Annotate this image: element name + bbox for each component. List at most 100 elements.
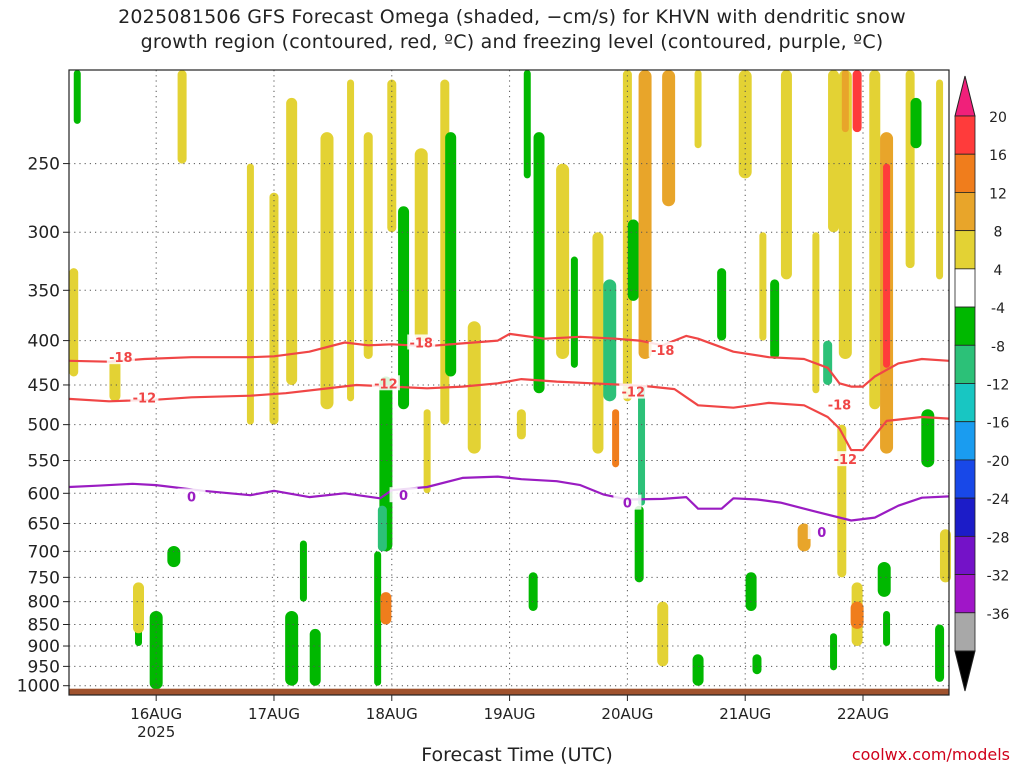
omega-patch: [374, 551, 382, 686]
temperature-contour: [68, 332, 950, 388]
contour-label: 0: [817, 526, 826, 541]
plot-frame: [68, 69, 950, 696]
colorbar-label: -16: [987, 416, 1010, 432]
omega-patch: [387, 79, 397, 233]
omega-patch: [877, 561, 891, 597]
contour-label-bg: [613, 494, 642, 510]
y-tick-label: 750: [28, 568, 60, 588]
colorbar-label: -32: [987, 569, 1010, 585]
omega-patch: [167, 545, 181, 568]
omega-patch: [752, 654, 762, 675]
contour-label: 0: [187, 490, 196, 505]
x-tick-label: 19AUG: [484, 705, 536, 723]
contour-label: 0: [399, 489, 408, 504]
colorbar-swatch: [954, 344, 976, 384]
contour-label-bg: [106, 349, 135, 365]
omega-patch: [149, 610, 163, 690]
x-axis-label: Forecast Time (UTC): [421, 744, 613, 766]
omega-shading-layer: [69, 70, 951, 690]
omega-patch: [910, 97, 922, 149]
contour-label-bg: [371, 375, 400, 391]
colorbar-swatch: [954, 459, 976, 499]
colorbar-layer: 20 16 12 8 4 -4 -8 -12 -16 -20 -24 -28 -32 -36: [954, 75, 1010, 692]
omega-patch: [838, 70, 852, 359]
omega-patch: [285, 610, 299, 686]
colorbar-label: 8: [994, 225, 1003, 241]
colorbar-swatch: [954, 306, 976, 346]
x-tick-label: 22AUG: [837, 705, 889, 723]
omega-patch: [69, 268, 79, 377]
colorbar-swatch: [954, 115, 976, 155]
omega-patch: [770, 279, 780, 359]
temperature-contour: [68, 378, 950, 452]
y-tick-label: 1000: [17, 677, 60, 697]
y-tick-label: 900: [28, 637, 60, 657]
omega-patch: [797, 523, 811, 552]
omega-patch: [738, 70, 752, 179]
contour-label-bg: [831, 451, 860, 467]
omega-patch: [823, 340, 833, 385]
contours-layer: -18 -18 -18 -18 -12 -12 -12 -12 0 0 0 0: [68, 332, 950, 541]
y-tick-label: 950: [28, 657, 60, 677]
omega-patch: [883, 610, 891, 647]
colorbar-top-arrow: [954, 75, 976, 117]
omega-patch: [467, 321, 481, 454]
y-tick-label: 850: [28, 615, 60, 635]
x-tick-sublabel: 2025: [137, 723, 175, 741]
omega-patch: [109, 358, 121, 402]
omega-patch: [921, 409, 935, 468]
colorbar-label: 4: [994, 263, 1003, 279]
omega-patch: [414, 148, 428, 341]
omega-patch: [570, 256, 578, 368]
y-tick-label: 500: [28, 416, 60, 436]
omega-patch: [850, 601, 864, 629]
omega-patch: [627, 219, 639, 301]
x-tick-label: 18AUG: [366, 705, 418, 723]
colorbar-swatch: [954, 230, 976, 270]
colorbar-label: -36: [987, 607, 1010, 623]
y-tick-label: 800: [28, 593, 60, 613]
omega-patch: [634, 505, 644, 583]
omega-patch: [745, 572, 757, 611]
omega-patch: [717, 268, 727, 341]
colorbar-swatch: [954, 153, 976, 193]
colorbar-label: -4: [991, 301, 1005, 317]
contour-label: -18: [409, 336, 433, 351]
omega-patch: [380, 592, 392, 625]
omega-patch: [830, 633, 838, 671]
omega-patch: [269, 192, 279, 425]
contour-label: 0: [623, 497, 632, 512]
contour-label: -18: [109, 351, 133, 366]
colorbar-swatch: [954, 268, 976, 308]
colorbar-swatch: [954, 574, 976, 614]
omega-patch: [377, 505, 387, 552]
omega-patch: [592, 232, 604, 454]
omega-patch: [363, 132, 373, 359]
colorbar-swatch: [954, 535, 976, 575]
colorbar-bottom-arrow: [954, 650, 976, 692]
y-tick-label: 250: [28, 155, 60, 175]
credit-link[interactable]: coolwx.com/models: [851, 745, 1010, 764]
omega-patch: [780, 70, 792, 280]
y-tick-label: 550: [28, 452, 60, 472]
chart-title-line-2: growth region (contoured, red, ºC) and f…: [140, 31, 884, 53]
omega-patch: [135, 628, 143, 647]
contour-label-bg: [619, 383, 648, 399]
omega-patch: [694, 70, 702, 149]
omega-patch: [533, 132, 545, 394]
omega-patch: [299, 540, 307, 602]
omega-patch: [936, 79, 944, 280]
omega-patch: [828, 70, 840, 233]
omega-patch: [657, 601, 669, 667]
omega-patch: [73, 70, 81, 124]
omega-patch: [556, 163, 570, 359]
colorbar-label: -24: [987, 492, 1010, 508]
y-tick-label: 350: [28, 281, 60, 301]
contour-label-bg: [177, 488, 206, 504]
chart-title-line-1: 2025081506 GFS Forecast Omega (shaded, −…: [118, 6, 906, 28]
colorbar-label: 16: [989, 148, 1007, 164]
omega-patch: [309, 628, 321, 686]
omega-patch: [852, 70, 862, 133]
omega-patch: [445, 132, 457, 377]
contour-label: -12: [133, 391, 157, 406]
